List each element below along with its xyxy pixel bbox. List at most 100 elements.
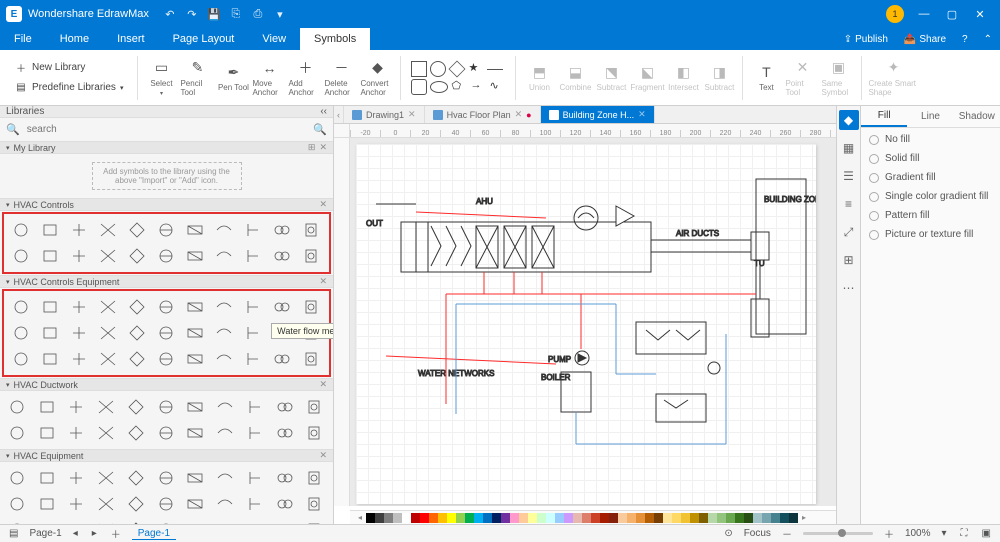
color-swatch[interactable] (690, 513, 699, 523)
fill-tab[interactable]: Fill (861, 106, 907, 127)
focus-icon[interactable]: ⊙ (721, 528, 735, 539)
symbol-item[interactable] (182, 295, 208, 319)
close-section-icon[interactable]: ✕ (319, 142, 327, 153)
symbol-item[interactable] (37, 244, 63, 268)
symbol-item[interactable] (4, 518, 30, 524)
fill-option[interactable]: Single color gradient fill (869, 191, 992, 202)
color-swatch[interactable] (420, 513, 429, 523)
symbol-item[interactable] (182, 492, 208, 516)
symbol-item[interactable] (153, 347, 179, 371)
union-button[interactable]: ⬒Union (522, 61, 556, 94)
symbol-item[interactable] (272, 421, 298, 445)
next-page-icon[interactable]: ▸ (89, 528, 100, 539)
predefine-libraries-button[interactable]: ▤Predefine Libraries▾ (10, 79, 127, 97)
tab-file[interactable]: File (0, 28, 46, 50)
symbol-item[interactable] (269, 244, 295, 268)
symbol-item[interactable] (182, 321, 208, 345)
symbol-item[interactable] (182, 466, 208, 490)
color-swatch[interactable] (402, 513, 411, 523)
color-swatch[interactable] (663, 513, 672, 523)
color-swatch[interactable] (654, 513, 663, 523)
symbol-item[interactable] (95, 295, 121, 319)
symbol-item[interactable] (123, 421, 149, 445)
search-go-icon[interactable]: 🔍 (313, 123, 327, 136)
symbol-item[interactable] (242, 492, 268, 516)
zoom-slider[interactable] (803, 532, 873, 535)
symbol-item[interactable] (123, 518, 149, 524)
color-swatch[interactable] (708, 513, 717, 523)
tab-symbols[interactable]: Symbols (300, 28, 370, 50)
symbol-item[interactable] (298, 347, 324, 371)
save-icon[interactable]: 💾 (205, 5, 223, 23)
color-swatch[interactable] (789, 513, 798, 523)
color-swatch[interactable] (717, 513, 726, 523)
color-swatch[interactable] (582, 513, 591, 523)
diamond-shape[interactable] (449, 60, 466, 77)
color-swatch[interactable] (672, 513, 681, 523)
section-hvac-controls-equipment[interactable]: ▾ HVAC Controls Equipment ✕ (0, 275, 333, 288)
color-swatch[interactable] (438, 513, 447, 523)
symbol-item[interactable] (298, 244, 324, 268)
help-icon[interactable]: ? (954, 28, 976, 50)
sidebar-collapse-icon[interactable]: ‹ (334, 106, 344, 123)
symbol-item[interactable] (240, 321, 266, 345)
delete-anchor-tool[interactable]: －Delete Anchor (324, 57, 358, 99)
symbol-item[interactable] (269, 295, 295, 319)
symbol-item[interactable] (63, 395, 89, 419)
close-icon[interactable]: ✕ (966, 0, 994, 28)
add-icon[interactable]: ⊞ (308, 142, 316, 153)
symbol-item[interactable] (182, 395, 208, 419)
grid-tool-icon[interactable]: ▦ (839, 138, 859, 158)
fill-option[interactable]: Solid fill (869, 153, 992, 164)
more-tool-icon[interactable]: ⋯ (839, 278, 859, 298)
symbol-item[interactable] (211, 244, 237, 268)
color-swatch[interactable] (753, 513, 762, 523)
symbol-item[interactable] (66, 218, 92, 242)
subtract-button[interactable]: ⬔Subtract (594, 61, 628, 94)
star-shape[interactable]: ★ (468, 61, 484, 77)
symbol-item[interactable] (34, 421, 60, 445)
color-swatch[interactable] (456, 513, 465, 523)
symbol-item[interactable] (272, 466, 298, 490)
color-swatch[interactable] (528, 513, 537, 523)
collapse-left-icon[interactable]: ‹‹ (320, 106, 327, 117)
close-tab-icon[interactable]: ✕ (638, 109, 646, 120)
layers-tool-icon[interactable]: ☰ (839, 166, 859, 186)
symbol-item[interactable] (153, 466, 179, 490)
symbol-item[interactable] (93, 518, 119, 524)
color-swatch[interactable] (474, 513, 483, 523)
symbol-item[interactable] (66, 244, 92, 268)
symbol-item[interactable] (212, 395, 238, 419)
color-swatch[interactable] (735, 513, 744, 523)
symbol-item[interactable] (211, 321, 237, 345)
symbol-item[interactable] (95, 244, 121, 268)
symbol-item[interactable] (8, 295, 34, 319)
symbol-item[interactable] (123, 466, 149, 490)
prev-page-icon[interactable]: ◂ (70, 528, 81, 539)
page-tab[interactable]: Page-1 (132, 528, 176, 540)
intersect-button[interactable]: ◧Intersect (666, 61, 700, 94)
symbol-item[interactable] (153, 244, 179, 268)
symbol-item[interactable] (272, 492, 298, 516)
symbol-item[interactable] (298, 218, 324, 242)
symbol-item[interactable] (272, 395, 298, 419)
color-swatch[interactable] (375, 513, 384, 523)
color-swatch[interactable] (393, 513, 402, 523)
color-swatch[interactable] (501, 513, 510, 523)
color-swatch[interactable] (465, 513, 474, 523)
resize-tool-icon[interactable]: ⤢ (839, 222, 859, 242)
symbol-item[interactable] (298, 295, 324, 319)
tab-home[interactable]: Home (46, 28, 103, 50)
fill-tool-icon[interactable]: ◆ (839, 110, 859, 130)
color-swatch[interactable] (366, 513, 375, 523)
color-swatch[interactable] (519, 513, 528, 523)
close-section-icon[interactable]: ✕ (319, 276, 327, 287)
pentagon-shape[interactable]: ⬠ (451, 79, 467, 95)
symbol-item[interactable] (153, 395, 179, 419)
close-tab-icon[interactable]: ✕ (408, 109, 416, 120)
symbol-item[interactable] (153, 421, 179, 445)
section-hvac-equipment[interactable]: ▾ HVAC Equipment ✕ (0, 449, 333, 462)
symbol-item[interactable] (153, 492, 179, 516)
symbol-item[interactable] (182, 347, 208, 371)
circle-shape[interactable] (430, 61, 446, 77)
